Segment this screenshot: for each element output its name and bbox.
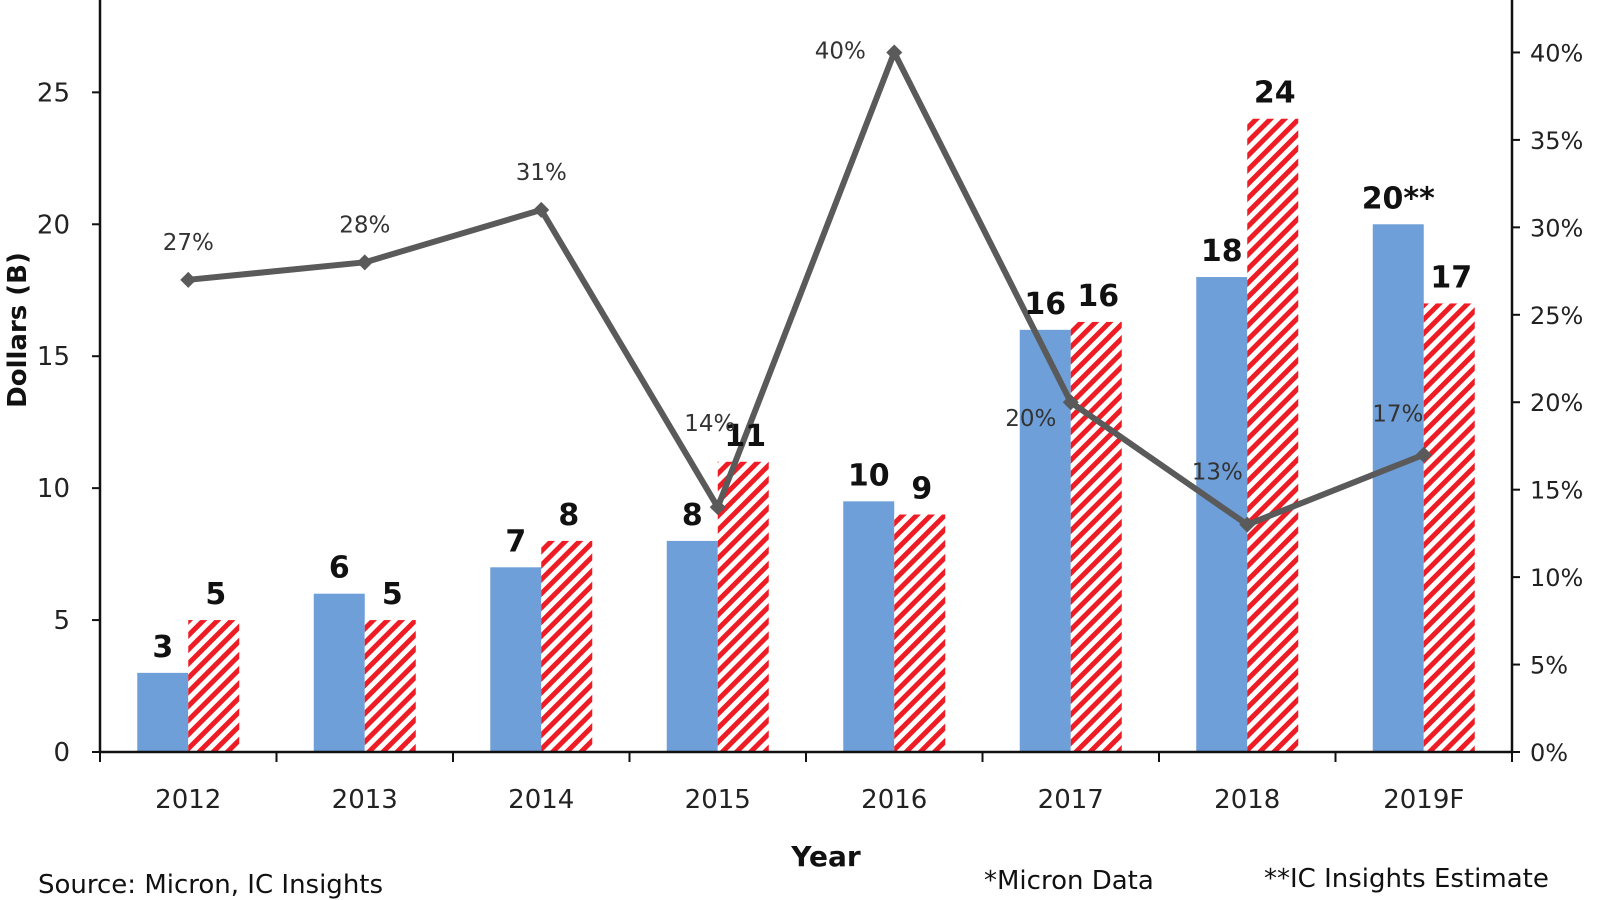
y-tick-label-10: 10: [37, 474, 70, 504]
growth-label-2019F: 17%: [1372, 402, 1423, 428]
growth-marker-2014: [533, 201, 550, 218]
bar-blue-2015: [666, 540, 718, 752]
bar-label-blue-2013: 6: [329, 551, 350, 586]
y2-tick-label-25: 25%: [1530, 302, 1583, 330]
bar-label-blue-2015: 8: [682, 498, 703, 533]
x-tick-label-2018: 2018: [1214, 785, 1280, 815]
bar-red-2015: [717, 461, 769, 752]
bar-label-blue-2012: 3: [152, 630, 173, 665]
bar-blue-2012: [137, 672, 189, 752]
bar-red-2018: [1247, 118, 1299, 753]
bar-red-2012: [188, 620, 240, 752]
growth-marker-2013: [356, 254, 373, 271]
y2-tick-label-5: 5%: [1530, 652, 1568, 680]
growth-marker-2016: [886, 44, 903, 61]
y-tick-label-20: 20: [37, 210, 70, 240]
x-tick-label-2015: 2015: [685, 785, 751, 815]
bar-label-blue-2017: 16: [1024, 287, 1066, 322]
bar-label-red-2017: 16: [1077, 279, 1119, 314]
bar-label-red-2014: 8: [558, 498, 579, 533]
bar-red-2019F: [1423, 303, 1475, 752]
bar-label-red-2016: 9: [911, 472, 932, 507]
line-layer: [180, 44, 1432, 533]
growth-marker-2017: [1062, 394, 1079, 411]
bar-blue-2016: [843, 501, 895, 752]
y-tick-label-0: 0: [53, 738, 70, 768]
y-tick-label-25: 25: [37, 78, 70, 108]
growth-marker-2012: [180, 271, 197, 288]
axes-layer: 0 5 10 15 20 25 0% 5% 10% 15% 20% 25% 30% 35% 40% 2012 2…: [37, 0, 1583, 815]
x-tick-label-2013: 2013: [332, 785, 398, 815]
growth-label-2012: 27%: [163, 230, 214, 256]
y2-tick-label-10: 10%: [1530, 564, 1583, 592]
bar-label-blue-2019F: 20**: [1362, 181, 1435, 216]
y2-tick-label-35: 35%: [1530, 127, 1583, 155]
growth-marker-2015: [709, 499, 726, 516]
y2-tick-label-30: 30%: [1530, 214, 1583, 242]
growth-line: [187, 49, 1425, 528]
micron-data-note: *Micron Data: [984, 866, 1154, 896]
x-tick-label-2016: 2016: [861, 785, 927, 815]
bar-red-2017: [1070, 321, 1122, 752]
y2-tick-label-15: 15%: [1530, 477, 1583, 505]
bar-label-blue-2016: 10: [848, 458, 890, 493]
y-tick-label-15: 15: [37, 342, 70, 372]
y-axis-title: Dollars (B): [3, 252, 33, 408]
bar-blue-2013: [313, 593, 365, 752]
bar-label-red-2019F: 17: [1430, 260, 1472, 295]
growth-marker-2018: [1239, 516, 1256, 533]
y2-tick-label-40: 40%: [1530, 39, 1583, 67]
bars-layer: [137, 118, 1475, 753]
growth-marker-2019F: [1415, 446, 1432, 463]
y2-tick-label-20: 20%: [1530, 389, 1583, 417]
x-tick-label-2014: 2014: [508, 785, 574, 815]
growth-label-2016: 40%: [815, 38, 866, 64]
growth-label-2013: 28%: [339, 212, 390, 238]
bar-label-blue-2014: 7: [505, 524, 526, 559]
bar-red-2016: [894, 514, 946, 752]
x-axis-title: Year: [790, 840, 861, 873]
bar-label-red-2012: 5: [205, 577, 226, 612]
ic-insights-estimate-note: **IC Insights Estimate: [1264, 864, 1549, 894]
x-tick-label-2012: 2012: [155, 785, 221, 815]
x-tick-label-2017: 2017: [1038, 785, 1104, 815]
bar-label-blue-2018: 18: [1201, 234, 1243, 269]
bar-blue-2019F: [1372, 224, 1424, 752]
bar-label-red-2015: 11: [724, 419, 766, 454]
growth-label-2015: 14%: [684, 411, 735, 437]
y2-tick-label-0: 0%: [1530, 739, 1568, 767]
x-tick-label-2019F: 2019F: [1383, 785, 1464, 815]
bar-red-2014: [541, 540, 593, 752]
growth-label-2014: 31%: [516, 160, 567, 186]
bar-red-2013: [364, 620, 416, 752]
bar-blue-2017: [1019, 329, 1071, 752]
y-tick-label-5: 5: [53, 606, 70, 636]
growth-label-2018: 13%: [1192, 460, 1243, 486]
source-note: Source: Micron, IC Insights: [38, 870, 383, 900]
bar-label-red-2013: 5: [382, 577, 403, 612]
bar-blue-2014: [490, 567, 542, 752]
bar-label-red-2018: 24: [1254, 76, 1296, 111]
growth-label-2017: 20%: [1005, 406, 1056, 432]
bar-blue-2018: [1196, 277, 1248, 752]
